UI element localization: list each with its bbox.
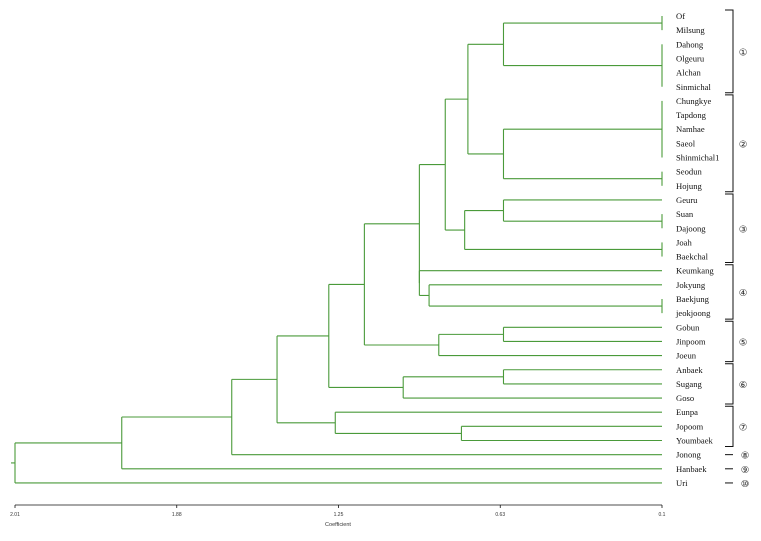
axis-tick-label: 1.88 [172,512,182,518]
group-bracket [725,264,734,320]
leaf-label: Youmbaek [676,436,714,446]
leaf-label: Sugang [676,379,702,389]
leaf-label: Suan [676,209,694,219]
leaf-label: Namhae [676,124,705,134]
leaf-label: Jinpoom [676,336,706,346]
group-bracket [725,405,734,447]
axis-tick-label: 0.63 [495,512,505,518]
leaf-label: Baekchal [676,252,709,262]
leaf-label: Geuru [676,195,698,205]
leaf-label: Tapdong [676,110,707,120]
leaf-label: Jokyung [676,280,706,290]
axis-tick-label: 2.01 [10,512,20,518]
leaf-label: Saeol [676,138,696,148]
group-number: ⑧ [741,451,750,462]
leaf-label: Of [676,11,685,21]
group-3: ③ [725,193,748,264]
leaf-label: Goso [676,393,694,403]
group-9: ⑨ [725,465,749,476]
group-6: ⑥ [725,363,748,405]
coefficient-axis: 2.01 1.88 1.25 0.63 0.1 Coefficient [10,504,666,528]
group-brackets: ① ② ③ ④ ⑤ ⑥ ⑦ ⑧ ⑨ ⑩ [725,9,749,490]
leaf-label: jeokjoong [675,308,711,318]
leaf-label: Anbaek [676,365,703,375]
group-number: ⑦ [739,422,748,433]
leaf-label: Dahong [676,39,704,49]
group-bracket [725,94,734,193]
leaf-label: Eunpa [676,407,698,417]
leaf-label: Joeun [676,351,697,361]
leaf-label: Jonong [676,450,702,460]
leaf-label: Gobun [676,322,700,332]
axis-ticks: 2.01 1.88 1.25 0.63 0.1 [10,505,666,518]
group-bracket [725,320,734,363]
group-number: ⑥ [739,380,748,391]
group-8: ⑧ [725,451,749,462]
tree-branches [11,16,663,484]
leaf-label: Dajoong [676,223,706,233]
leaf-label: Keumkang [676,266,714,276]
leaf-label: Seodun [676,167,702,177]
group-bracket [725,363,734,405]
group-4: ④ [725,264,748,320]
leaf-label: Chungkye [676,96,712,106]
group-5: ⑤ [725,320,748,363]
group-2: ② [725,94,748,193]
leaf-label: Olgeuru [676,53,705,63]
group-10: ⑩ [725,479,749,490]
group-number: ⑤ [739,337,748,348]
group-number: ④ [739,288,748,299]
leaf-label: Joah [676,237,692,247]
group-number: ⑨ [741,465,750,476]
leaf-label: Shinmichal1 [676,153,719,163]
leaf-label: Sinmichal [676,82,711,92]
leaf-label: Hojung [676,181,702,191]
group-number: ⑩ [741,479,750,490]
leaf-label: Jopoom [676,421,704,431]
leaf-label: Alchan [676,68,702,78]
leaf-label: Uri [676,478,688,488]
group-number: ② [739,139,748,150]
leaf-label: Baekjung [676,294,710,304]
leaf-labels: Of Milsung Dahong Olgeuru Alchan Sinmichal Chu… [675,11,719,488]
group-number: ① [739,47,748,58]
leaf-label: Hanbaek [676,464,707,474]
axis-title: Coefficient [325,522,351,528]
axis-tick-label: 1.25 [334,512,344,518]
axis-tick-label: 0.1 [659,512,666,518]
group-number: ③ [739,224,748,235]
group-7: ⑦ [725,405,748,447]
group-bracket [725,193,734,264]
group-bracket [725,9,734,94]
leaf-label: Milsung [676,25,705,35]
group-1: ① [725,9,748,94]
